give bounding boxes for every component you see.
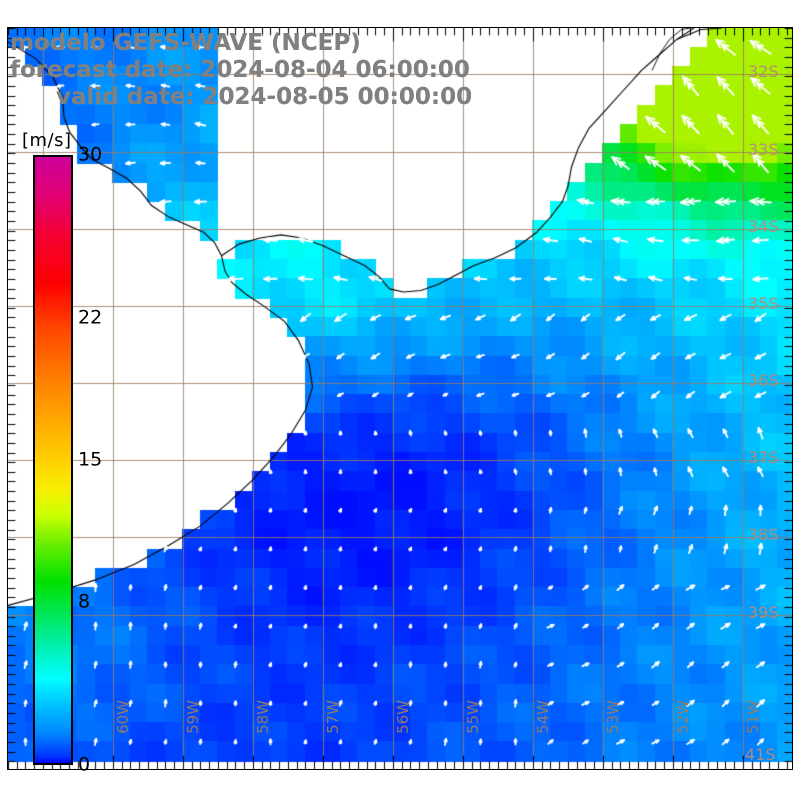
colorbar-gradient [33, 155, 73, 765]
latitude-label-33S: 33S [748, 139, 779, 159]
longitude-label-54W: 54W [534, 700, 552, 734]
latitude-label-37S: 37S [748, 448, 779, 468]
forecast-date: forecast date: 2024-08-04 06:00:00 [10, 57, 470, 84]
colorbar-tick-30: 30 [78, 143, 103, 166]
colorbar-tick-0: 0 [78, 753, 91, 776]
longitude-label-56W: 56W [394, 700, 412, 734]
longitude-label-53W: 53W [604, 700, 622, 734]
longitude-label-52W: 52W [674, 700, 692, 734]
longitude-label-51W: 51W [744, 700, 762, 734]
model-title: modelo GEFS-WAVE (NCEP) [10, 30, 361, 56]
longitude-label-60W: 60W [114, 700, 132, 734]
title-block: modelo GEFS-WAVE (NCEP) forecast date: 2… [8, 30, 528, 111]
wind-speed-heatmap [8, 28, 792, 769]
map-frame [7, 27, 793, 770]
latitude-label-39S: 39S [748, 602, 779, 622]
corner-latitude-label: 41S [745, 745, 776, 764]
latitude-label-35S: 35S [748, 293, 779, 313]
latitude-label-34S: 34S [748, 216, 779, 236]
latitude-label-38S: 38S [748, 525, 779, 545]
longitude-label-59W: 59W [184, 700, 202, 734]
colorbar-tick-22: 22 [78, 306, 103, 329]
colorbar-tick-15: 15 [78, 448, 103, 471]
valid-date: valid date: 2024-08-05 00:00:00 [56, 84, 473, 111]
latitude-label-32S: 32S [748, 62, 779, 82]
longitude-label-58W: 58W [254, 700, 272, 734]
latitude-label-36S: 36S [748, 371, 779, 391]
longitude-label-57W: 57W [324, 700, 342, 734]
colorbar-tick-8: 8 [78, 590, 91, 613]
colorbar [33, 155, 73, 765]
longitude-label-55W: 55W [464, 700, 482, 734]
colorbar-unit-label: [m/s] [22, 130, 72, 151]
